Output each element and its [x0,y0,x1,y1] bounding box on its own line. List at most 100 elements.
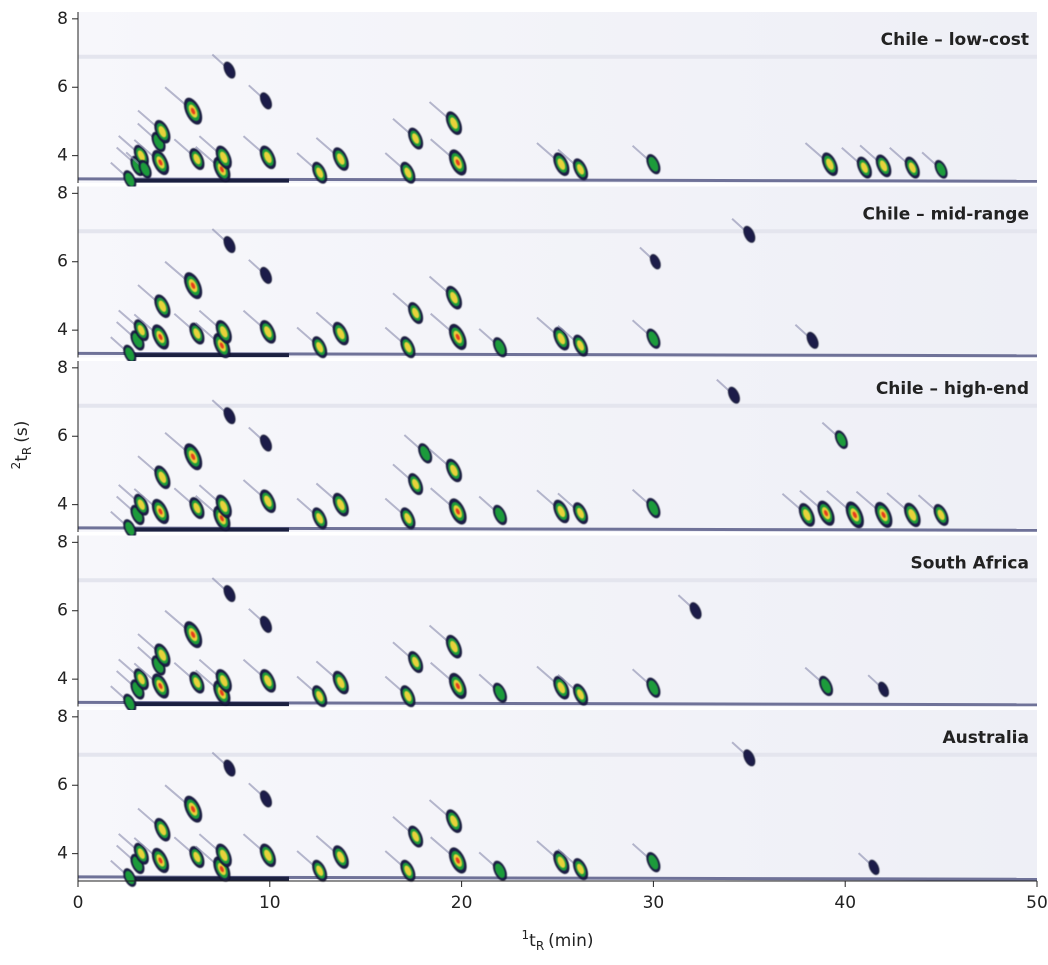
label-sup: 1 [522,928,530,942]
peak [881,511,886,519]
peak [404,341,412,353]
peak [412,478,420,490]
peak [455,857,460,864]
peak [689,602,702,620]
peak [316,690,324,702]
y-tick-label: 8 [57,532,68,552]
peak [158,471,167,483]
peak [336,327,345,340]
peak [158,300,167,312]
peak [576,507,585,519]
y-tick-label: 8 [57,358,68,378]
peak [937,509,945,521]
peak [137,150,145,161]
peak [193,153,201,165]
peak [649,254,661,270]
peak [193,851,201,863]
y-tick-label: 6 [57,775,68,795]
peak [219,151,228,164]
peak [223,759,236,777]
label-unit: (s) [12,421,32,443]
peak [260,790,272,808]
peak [137,324,145,336]
peak [193,677,201,688]
peak [495,863,505,879]
peak [316,513,324,524]
y-tick-label: 8 [57,707,68,727]
y-tick-label: 6 [57,252,68,272]
peak [455,333,460,341]
peak [576,863,585,875]
peak [190,453,196,461]
peak [219,326,228,338]
peak [219,849,228,862]
peak [908,509,917,521]
peak [404,690,412,702]
peak [125,172,135,187]
band [78,54,1037,59]
peak [125,696,135,710]
peak [158,824,167,836]
peak [219,865,224,873]
panel-label: Chile – low-cost [881,30,1029,50]
label-sub: R [20,447,34,455]
peak [728,386,740,404]
peak [190,631,196,638]
x-tick-label: 0 [73,893,84,913]
peak [140,162,150,176]
peak [219,166,224,173]
peak [125,347,135,361]
peak [316,341,324,353]
peak [826,158,834,170]
peak [823,510,829,517]
peak [648,854,659,870]
peak [264,151,272,164]
label-unit: (min) [548,931,593,951]
peak [336,153,345,165]
peak [264,849,272,862]
peak [125,521,135,536]
peak [455,508,460,515]
peak [137,499,145,510]
peak [879,160,888,172]
peak [260,615,272,633]
peak [223,236,236,254]
peak [158,333,163,341]
peak [137,673,145,685]
label-sup: 2 [9,462,23,470]
label-base: t [529,931,536,951]
peak [336,498,345,511]
peak [158,649,167,661]
peak [412,656,420,668]
band [78,403,1037,408]
peak [420,446,431,461]
band [78,752,1037,757]
band [78,578,1037,583]
x-tick-label: 50 [1026,893,1048,913]
y-tick-label: 6 [57,77,68,97]
x-tick-label: 30 [643,893,665,913]
peak [648,500,659,516]
peak [219,515,224,522]
peak [495,339,505,355]
x-tick-label: 20 [451,893,473,913]
peak [557,856,566,868]
peak [412,831,420,842]
peak [455,159,460,166]
y-tick-label: 4 [57,669,68,689]
peak [495,507,505,523]
peak [223,407,236,425]
panel-label: Chile – high-end [876,379,1029,399]
peak [190,282,196,289]
y-tick-label: 4 [57,320,68,340]
label-base: t [12,455,32,462]
panel-label: Australia [943,728,1030,748]
label-sub: R [536,939,544,953]
peak [648,331,659,346]
peak [260,434,272,452]
peak [264,495,272,507]
y-tick-label: 8 [57,9,68,29]
peak [190,805,196,813]
peak [190,107,196,115]
